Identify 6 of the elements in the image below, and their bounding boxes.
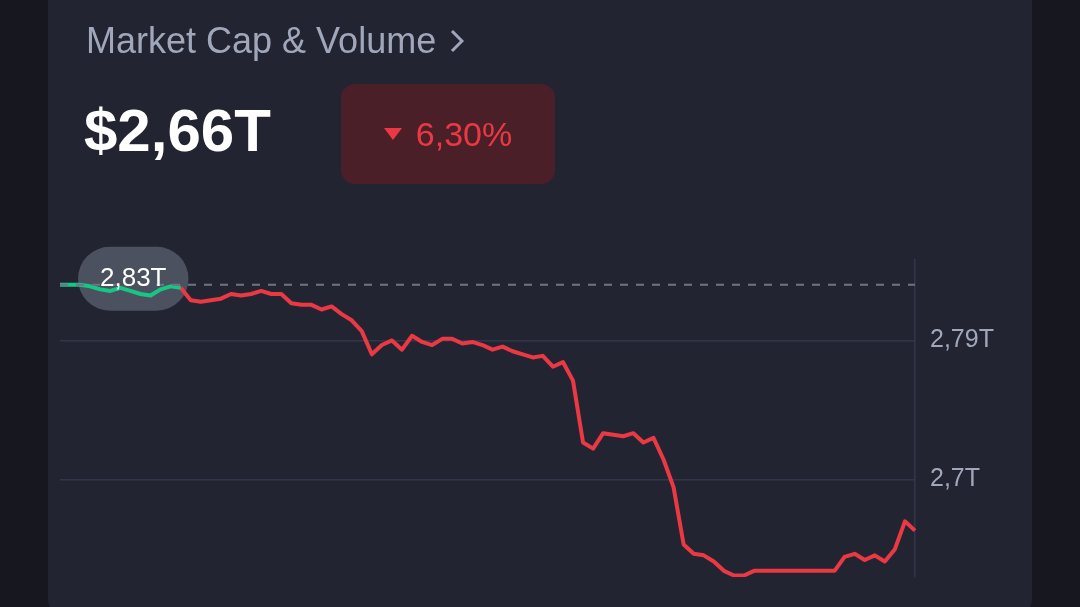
text: 6,30%	[415, 114, 513, 154]
chart-title: Market Cap & Volume	[86, 20, 437, 62]
y-tick-label: 2,7T	[930, 463, 981, 492]
chart-subtitle: $2,66T	[84, 96, 271, 165]
y-tick-label: 2,79T	[930, 324, 994, 353]
ref-line-label: 2,83T	[100, 261, 167, 292]
